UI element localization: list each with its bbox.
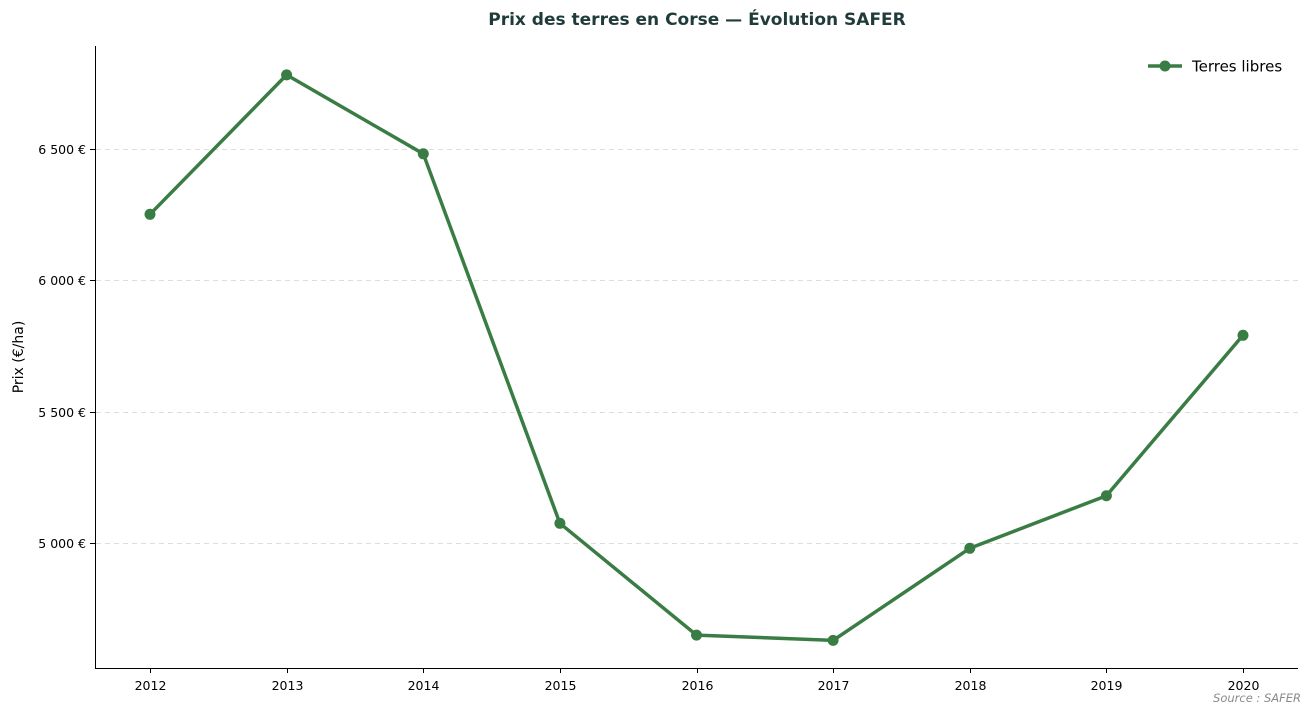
chart-title: Prix des terres en Corse — Évolution SAF… [488,8,906,30]
data-point [1100,490,1112,502]
source-note: Source : SAFER [1213,691,1301,705]
data-point [827,634,839,646]
x-tick-label: 2017 [818,678,850,693]
data-point [281,69,293,81]
data-point [691,629,702,641]
grid-lines [96,149,1298,544]
y-axis-ticks: 5 000 € 5 500 € 6 000 € 6 500 € [38,142,95,551]
x-axis-ticks: 2012 2013 2014 2015 2016 2017 2018 2019 2020 [135,668,1260,693]
data-point [964,542,976,554]
data-point [1237,329,1249,341]
series-line [148,73,1245,643]
legend-marker-swatch [1159,60,1171,72]
x-tick-label: 2016 [682,678,714,693]
x-tick-label: 2019 [1091,678,1123,693]
data-point [144,208,156,220]
x-tick-label: 2018 [955,678,987,693]
x-tick-label: 2015 [545,678,577,693]
data-point [554,517,566,529]
x-tick-label: 2020 [1228,678,1260,693]
y-tick-label: 6 000 € [38,273,86,288]
legend-label: Terres libres [1191,58,1282,76]
series-terres-libres [144,69,1249,646]
x-tick-label: 2012 [135,678,167,693]
y-axis-label: Prix (€/ha) [11,321,27,394]
y-tick-label: 6 500 € [38,142,86,157]
y-tick-label: 5 000 € [38,536,86,551]
data-point [417,148,429,160]
y-tick-label: 5 500 € [38,405,86,420]
legend: Terres libres [1148,58,1282,76]
x-tick-label: 2013 [272,678,304,693]
x-tick-label: 2014 [408,678,440,693]
